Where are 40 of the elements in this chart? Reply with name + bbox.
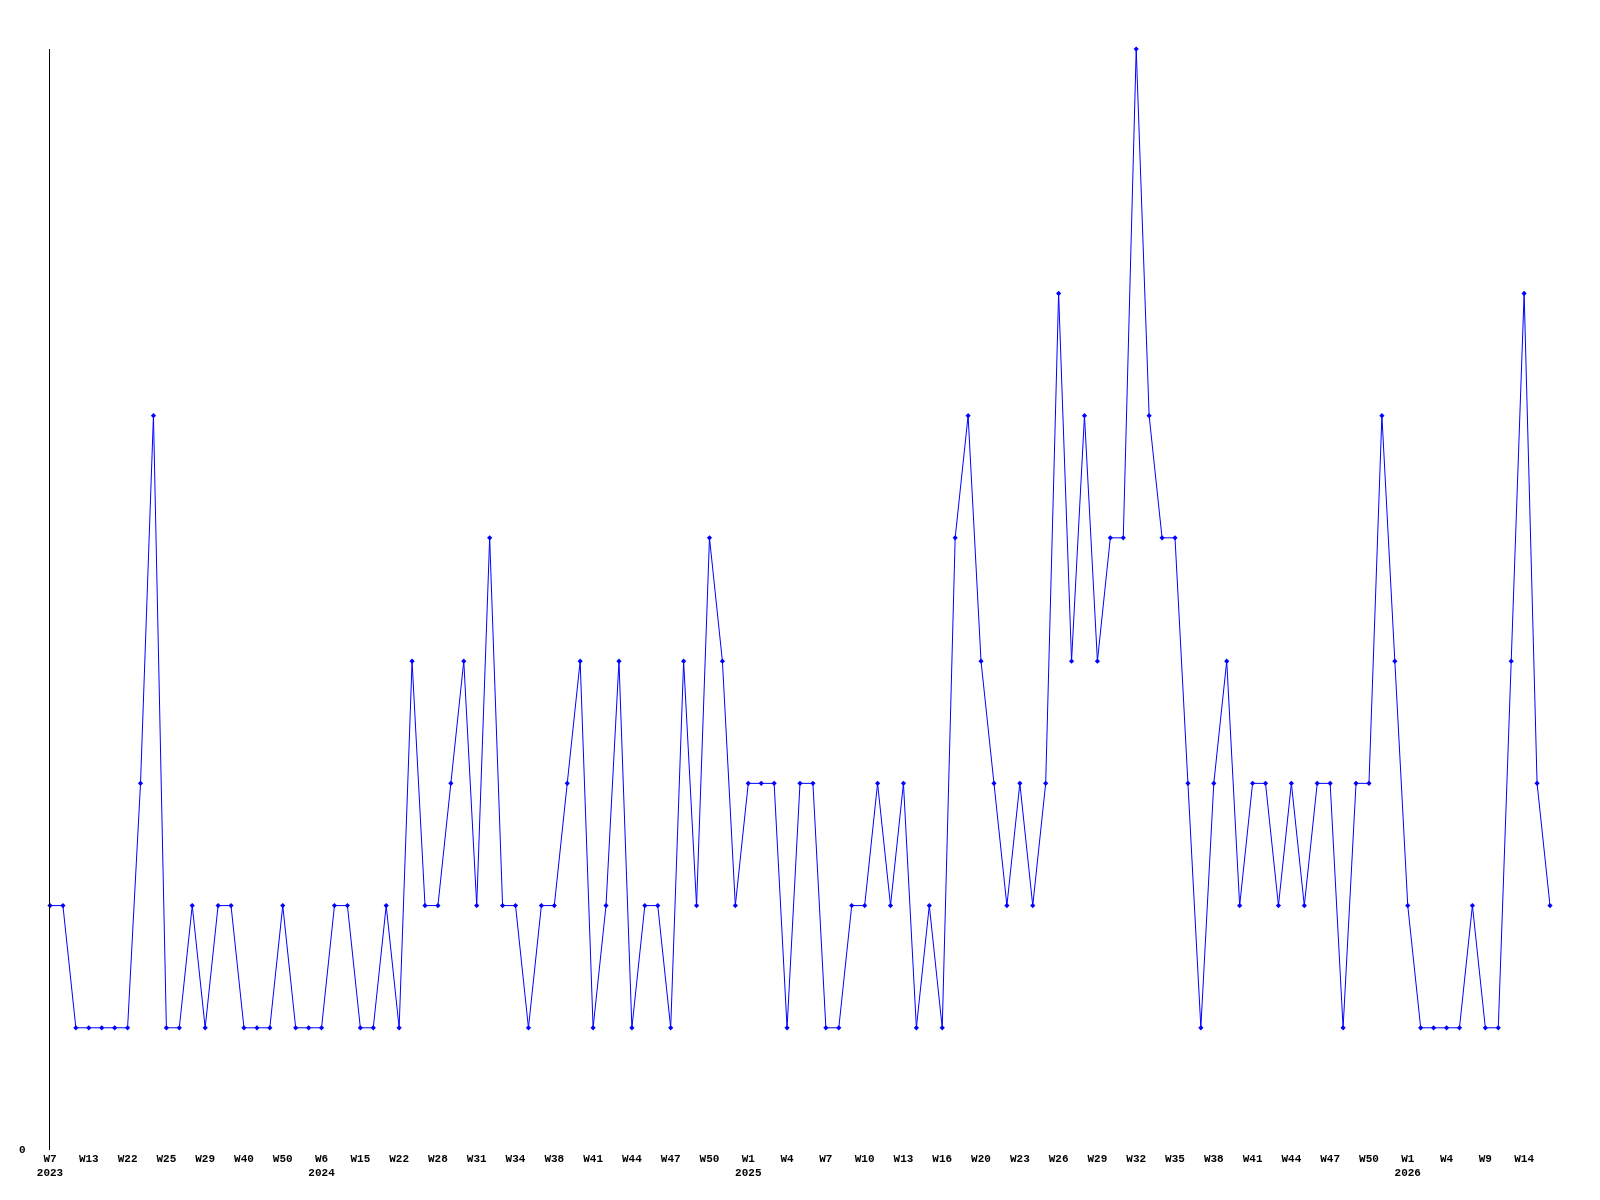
x-tick-label: W4	[780, 1153, 795, 1165]
x-tick-label: W38	[1203, 1153, 1225, 1165]
x-tick-label: W13	[893, 1153, 914, 1165]
x-tick-label: W44	[1281, 1153, 1302, 1165]
x-tick-label: W38	[544, 1153, 565, 1165]
x-tick-label: W7 2023	[36, 1153, 64, 1180]
text: 0	[19, 1144, 26, 1156]
x-tick-label: W50	[272, 1153, 293, 1165]
x-tick-label: W35	[1165, 1153, 1186, 1165]
x-tick-label: W23	[1009, 1153, 1031, 1165]
x-tick-label: W47	[1320, 1153, 1341, 1165]
x-tick-label: W44	[621, 1153, 643, 1165]
x-tick-label: W15	[350, 1153, 371, 1165]
x-tick-label: W32	[1126, 1153, 1147, 1165]
x-tick-label: W40	[234, 1153, 254, 1165]
x-tick-label: W25	[156, 1153, 177, 1165]
x-tick-label: W13	[78, 1153, 100, 1165]
x-tick-label: W20	[971, 1153, 991, 1165]
x-tick-label: W9	[1478, 1153, 1492, 1165]
x-tick-label: W47	[660, 1153, 681, 1165]
x-tick-label: W29	[195, 1153, 216, 1165]
x-tick-label: W1 2026	[1394, 1153, 1421, 1180]
x-tick-label: W22	[389, 1153, 410, 1165]
x-tick-label: W34	[505, 1153, 526, 1165]
x-tick-label: W26	[1048, 1153, 1069, 1165]
x-tick-label: W22	[117, 1153, 138, 1165]
x-tick-label: W31	[466, 1153, 488, 1165]
x-tick-label: W28	[428, 1153, 449, 1165]
x-tick-label: W1 2025	[735, 1153, 762, 1180]
x-tick-label: W50	[1359, 1153, 1379, 1165]
x-tick-label: W50	[699, 1153, 720, 1165]
x-tick-label: W4	[1439, 1153, 1454, 1165]
x-tick-label: W16	[932, 1153, 953, 1165]
x-tick-label: W10	[854, 1153, 875, 1165]
x-tick-label: W14	[1514, 1153, 1535, 1165]
x-tick-label: W41	[583, 1153, 604, 1165]
x-tick-label: W7	[819, 1153, 833, 1165]
x-tick-label: W29	[1087, 1153, 1108, 1165]
x-tick-label: W6 2024	[308, 1153, 336, 1180]
x-tick-label: W41	[1242, 1153, 1263, 1165]
